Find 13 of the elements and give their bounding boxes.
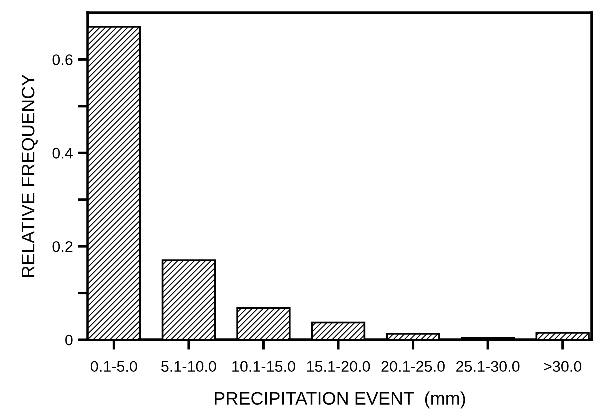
x-tick-label: 15.1-20.0 bbox=[307, 361, 370, 372]
x-tick-label: 25.1-30.0 bbox=[456, 361, 520, 372]
x-tick-label: 0.1-5.0 bbox=[90, 361, 138, 372]
x-tick-label: 20.1-25.0 bbox=[382, 361, 445, 372]
y-tick-label: 0.2 bbox=[52, 241, 73, 252]
x-tick-label: 5.1-10.0 bbox=[162, 361, 216, 372]
x-tick-label: 10.1-15.0 bbox=[232, 361, 296, 372]
y-axis-title: RELATIVE FREQUENCY bbox=[22, 74, 38, 278]
x-axis-title: PRECIPITATION EVENT (mm) bbox=[215, 392, 466, 409]
x-tick-label: >30.0 bbox=[544, 361, 582, 372]
y-tick-label: 0 bbox=[66, 334, 73, 346]
y-tick-label: 0.6 bbox=[52, 54, 73, 66]
y-tick-label: 0.4 bbox=[52, 148, 73, 159]
